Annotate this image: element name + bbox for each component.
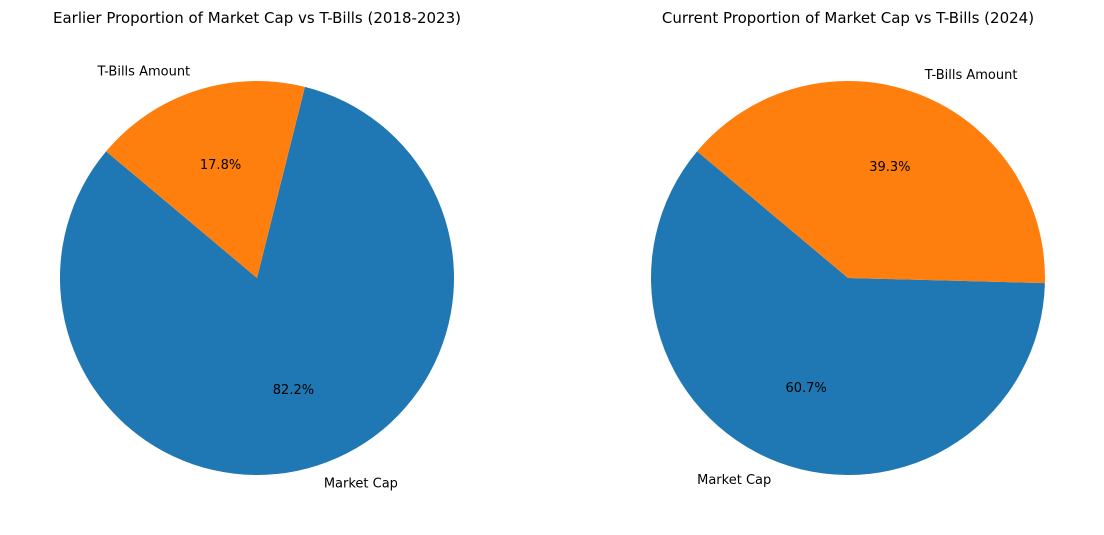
slice-tbills-current	[697, 81, 1045, 284]
slice-tbills-earlier-percent: 17.8%	[200, 158, 241, 173]
pie-chart-current: Current Proportion of Market Cap vs T-Bi…	[650, 9, 1045, 488]
chart-title-earlier: Earlier Proportion of Market Cap vs T-Bi…	[53, 9, 461, 27]
slice-tbills-earlier	[106, 81, 305, 279]
slice-market-cap-current-label: Market Cap	[697, 473, 771, 488]
chart-title-current: Current Proportion of Market Cap vs T-Bi…	[662, 9, 1034, 27]
slice-market-cap-earlier-percent: 82.2%	[273, 383, 314, 398]
slice-tbills-current-percent: 39.3%	[869, 160, 910, 175]
slice-market-cap-earlier	[59, 86, 454, 476]
slice-tbills-current-label: T-Bills Amount	[924, 68, 1018, 83]
pie-chart-earlier: Earlier Proportion of Market Cap vs T-Bi…	[53, 9, 461, 492]
slice-tbills-earlier-label: T-Bills Amount	[96, 64, 190, 79]
slice-market-cap-earlier-label: Market Cap	[324, 477, 398, 492]
slice-market-cap-current-percent: 60.7%	[785, 381, 826, 396]
slice-market-cap-current	[650, 151, 1045, 476]
